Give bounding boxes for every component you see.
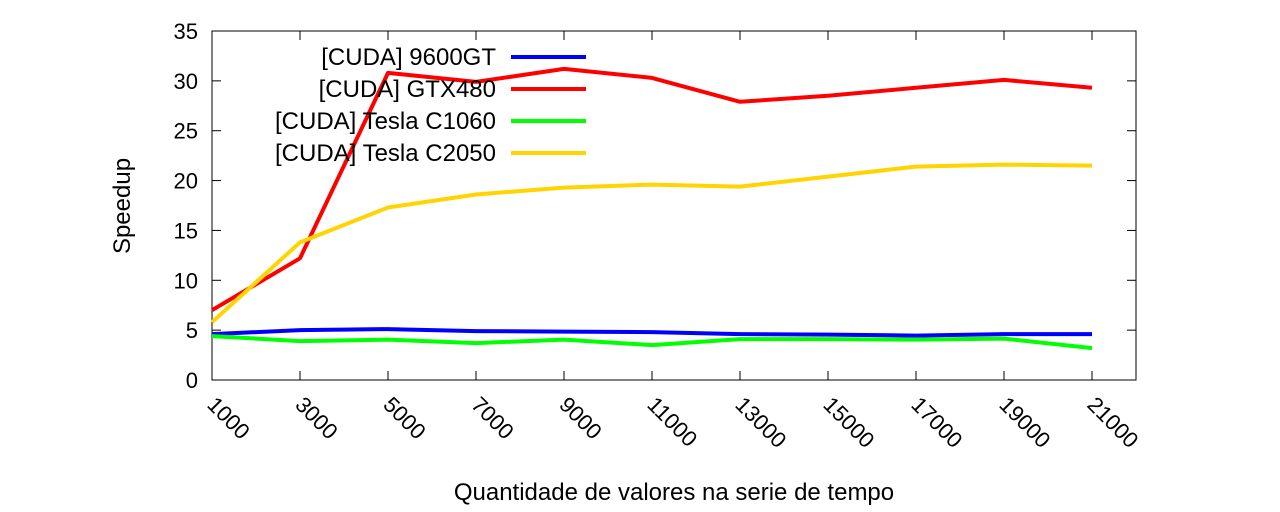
- legend-label-4: [CUDA] Tesla C2050: [275, 140, 496, 167]
- x-tick-label: 5000: [378, 392, 430, 444]
- x-tick-label: 7000: [466, 392, 518, 444]
- x-tick-label: 9000: [554, 392, 606, 444]
- x-tick-label: 1000: [202, 392, 254, 444]
- series-line-1: [211, 327, 1092, 338]
- y-tick-label: 35: [174, 19, 198, 44]
- plot-border: [211, 30, 1137, 381]
- x-tick-label: 11000: [642, 392, 702, 452]
- series-line-3: [211, 334, 1093, 351]
- x-tick-label: 17000: [906, 392, 967, 453]
- y-tick-label: 15: [174, 218, 198, 243]
- y-tick-label: 30: [174, 69, 198, 94]
- x-tick-label: 13000: [730, 392, 791, 453]
- x-tick-label: 3000: [290, 392, 342, 444]
- series-line-2: [210, 66, 1093, 312]
- legend-label-1: [CUDA] 9600GT: [321, 44, 496, 71]
- x-tick-label: 21000: [1082, 392, 1143, 453]
- y-axis-label: Speedup: [109, 158, 136, 254]
- x-tick-label: 19000: [994, 392, 1055, 453]
- x-axis-label: Quantidade de valores na serie de tempo: [454, 479, 894, 506]
- legend: [CUDA] 9600GT [CUDA] GTX480 [CUDA] Tesla C…: [275, 44, 586, 167]
- series-lines: [210, 66, 1093, 351]
- y-tick-label: 20: [174, 169, 198, 194]
- y-tick-label: 25: [174, 119, 198, 144]
- legend-label-3: [CUDA] Tesla C1060: [275, 108, 496, 135]
- x-tick-label: 15000: [818, 392, 879, 453]
- y-tick-label: 0: [186, 368, 198, 393]
- y-tick-label: 10: [174, 268, 198, 293]
- legend-label-2: [CUDA] GTX480: [319, 76, 496, 103]
- y-tick-label: 5: [186, 318, 198, 343]
- series-line-4: [210, 162, 1093, 324]
- plot-frame: [211, 30, 1137, 381]
